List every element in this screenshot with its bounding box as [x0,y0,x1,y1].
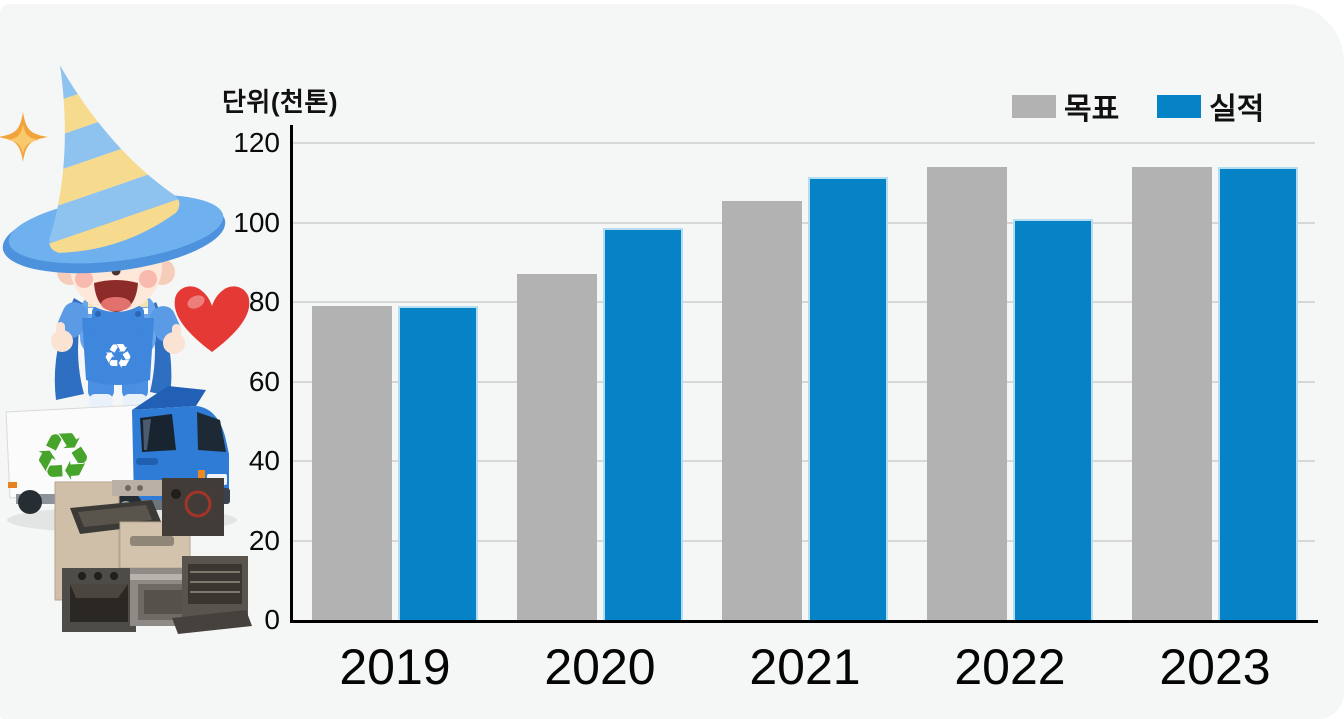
x-axis-label: 2021 [749,639,861,695]
legend-item-target: 목표 [1012,84,1119,128]
x-axis-label: 2019 [339,639,451,695]
bar-목표-2023 [1132,167,1212,620]
y-gridline [290,380,1315,383]
y-gridline [290,539,1315,542]
y-axis-unit-label: 단위(천톤) [222,87,338,117]
legend-item-actual: 실적 [1157,84,1264,128]
y-tick-label: 80 [248,286,280,317]
legend: 목표 실적 [1012,84,1264,128]
y-tick-label: 40 [248,445,280,476]
bar-실적-2023 [1218,167,1298,620]
y-tick-label: 60 [248,365,280,397]
legend-label-actual: 실적 [1209,93,1265,126]
x-axis-label: 2020 [544,639,656,695]
y-tick-label: 0 [264,604,280,635]
legend-swatch-target [1012,94,1056,118]
y-gridline [290,460,1315,462]
heart-icon [174,286,250,352]
y-tick-label: 100 [233,206,280,238]
y-axis-line [290,125,293,623]
y-gridline [290,301,1315,303]
bar-실적-2022 [1013,219,1093,620]
bar-목표-2022 [927,167,1007,620]
legend-label-target: 목표 [1064,93,1120,126]
x-axis-label: 2023 [1159,639,1271,695]
bar-실적-2021 [808,177,888,620]
y-tick-label: 120 [233,127,280,158]
bar-목표-2021 [722,201,802,620]
x-axis-label: 2022 [954,639,1066,695]
recycle-icon-overalls: ♻ [103,337,133,377]
legend-swatch-actual [1157,94,1202,118]
appliance-pile [54,478,252,634]
bar-실적-2020 [603,228,683,620]
y-gridline [290,142,1315,144]
x-axis-line [290,620,1318,623]
bar-목표-2020 [517,274,597,620]
sparkle-star-icon [0,112,48,162]
y-tick-label: 20 [248,524,280,556]
y-gridline [290,221,1315,224]
mascot-illustration: ♻ [0,50,252,634]
bar-실적-2019 [398,306,478,620]
bar-목표-2019 [312,306,392,620]
